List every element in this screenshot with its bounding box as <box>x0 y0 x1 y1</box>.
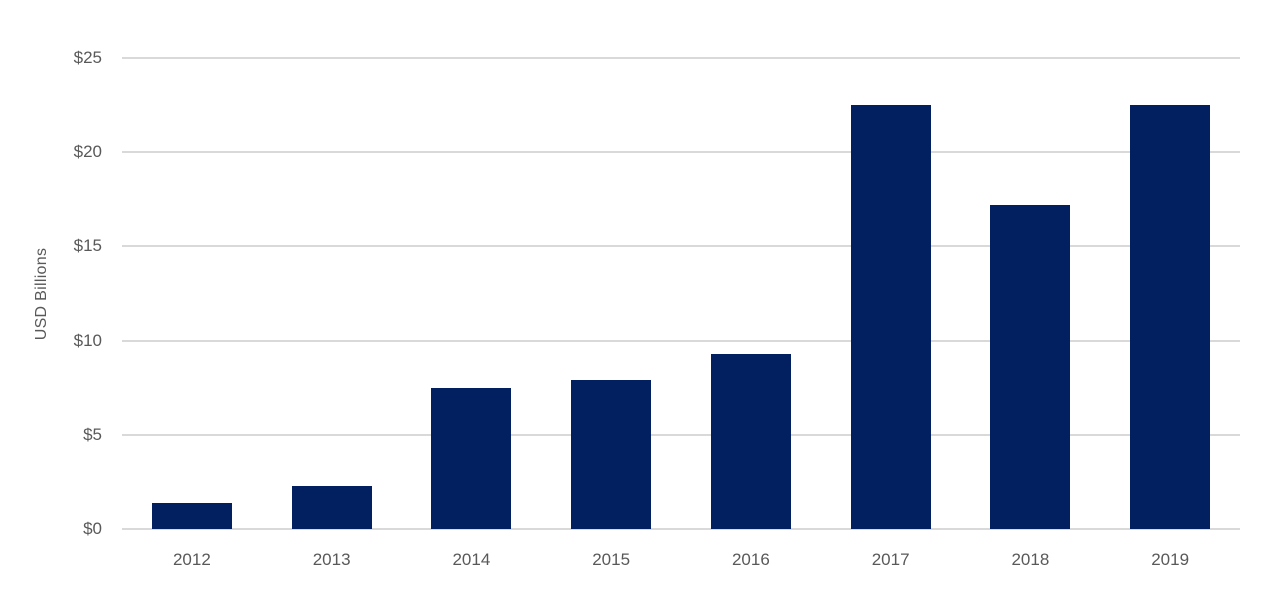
x-axis-label: 2012 <box>172 550 211 569</box>
bar-2015 <box>571 380 652 529</box>
bar-2014 <box>431 387 512 529</box>
x-axis-label: 2016 <box>731 550 770 569</box>
y-axis-tick-label: $25 <box>73 48 102 67</box>
bar-2016 <box>710 353 791 529</box>
bar-2017 <box>850 105 931 529</box>
gridline <box>122 528 1240 530</box>
x-axis-label: 2015 <box>592 550 631 569</box>
gridline <box>122 245 1240 248</box>
gridline <box>122 57 1240 59</box>
bar-2012 <box>151 502 232 529</box>
y-axis-tick-label: $20 <box>73 142 102 162</box>
bar-2019 <box>1130 105 1211 529</box>
gridline <box>122 339 1240 342</box>
gridline <box>122 433 1240 436</box>
x-axis-label: 2017 <box>871 550 910 569</box>
x-axis-label: 2013 <box>312 550 351 569</box>
y-axis-tick-label: $15 <box>73 236 102 256</box>
bar-2018 <box>990 204 1071 529</box>
y-axis-tick-label: $5 <box>83 424 102 444</box>
y-axis-tick-label: $0 <box>83 519 102 538</box>
x-axis-label: 2019 <box>1151 550 1190 569</box>
y-axis-tick-label: $10 <box>73 330 102 350</box>
gridline <box>122 151 1240 154</box>
x-axis-label: 2018 <box>1011 550 1050 569</box>
bar-2013 <box>291 485 372 529</box>
x-axis-label: 2014 <box>452 550 491 569</box>
